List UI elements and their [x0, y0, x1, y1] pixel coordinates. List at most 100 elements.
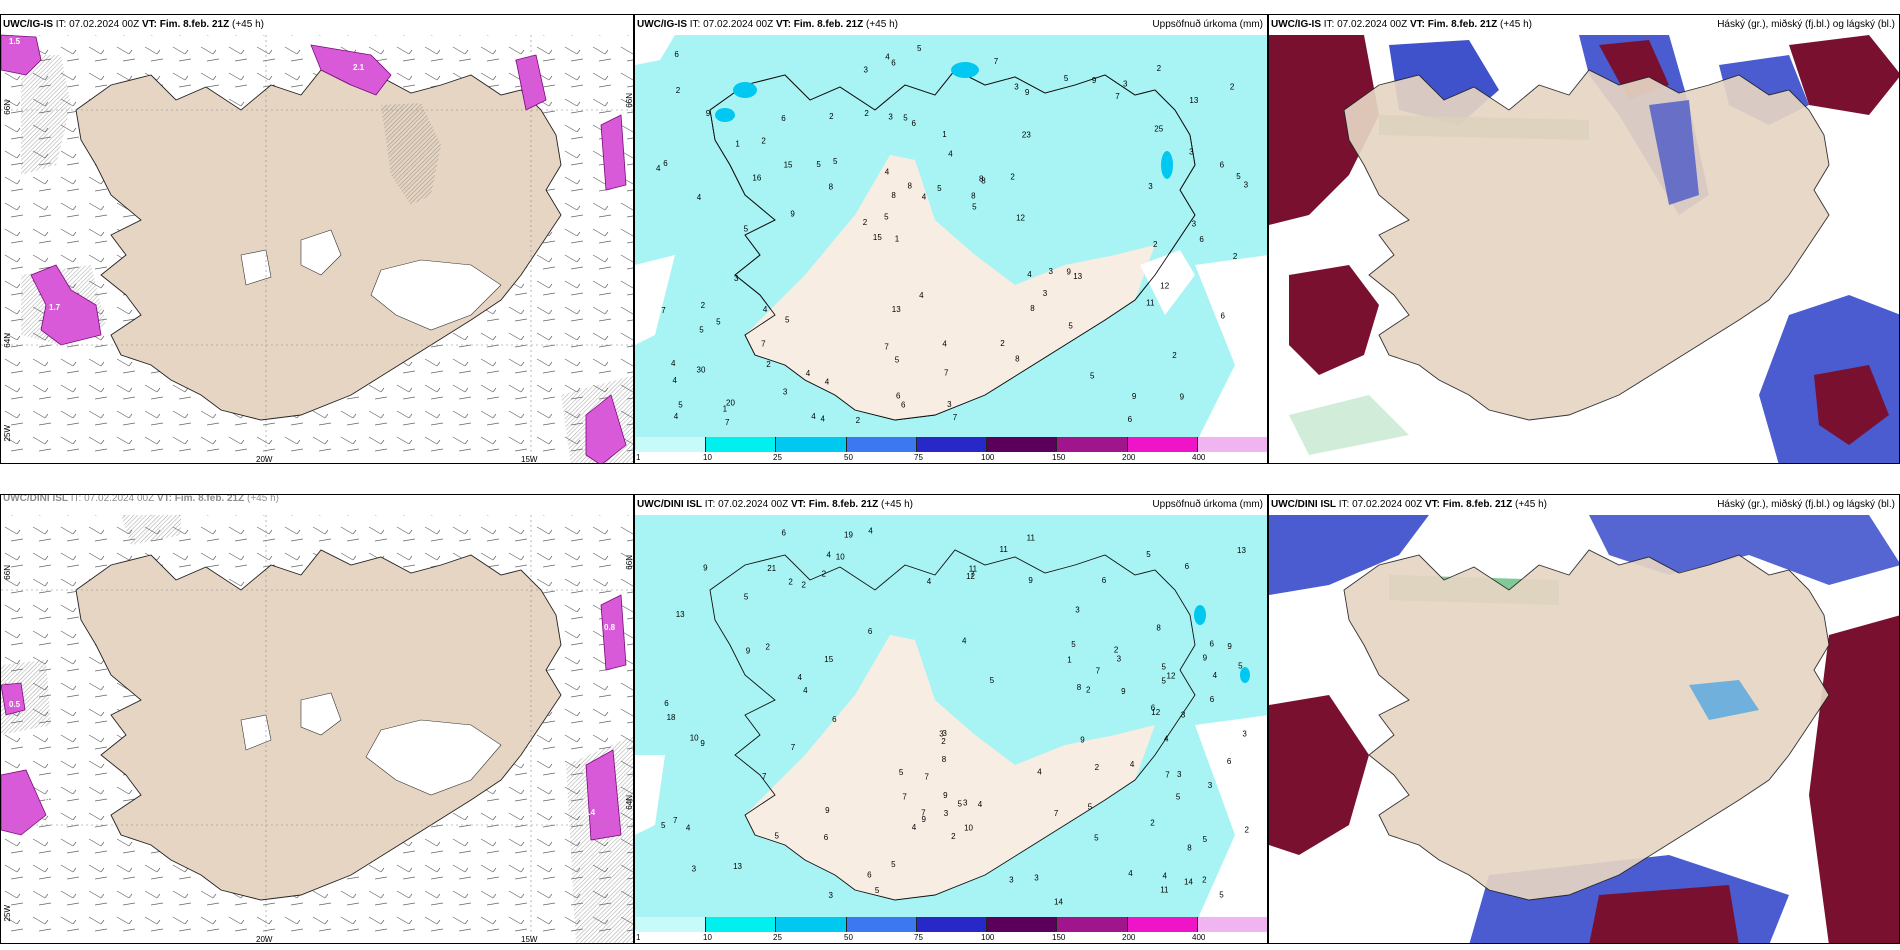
precip-value: 6	[1128, 415, 1133, 424]
it-label: IT:	[1338, 499, 1350, 510]
contour-value: 0.8	[604, 623, 616, 632]
precip-value: 9	[790, 210, 795, 219]
panel-right-title: Háský (gr.), miðský (fj.bl.) og lágský (…	[1717, 499, 1895, 510]
wind-ice-map	[1, 515, 633, 943]
precip-value: 5	[1071, 640, 1076, 649]
precip-value: 2	[1010, 173, 1015, 182]
precip-value: 7	[1115, 92, 1120, 101]
precip-value: 4	[885, 167, 890, 176]
precip-value: 3	[947, 400, 952, 409]
precip-value: 23	[1022, 131, 1031, 140]
precip-value: 4	[912, 823, 917, 832]
vt-label: VT:	[1424, 499, 1440, 510]
colorbar-tick: 400	[1192, 453, 1206, 462]
colorbar-segment	[916, 917, 988, 932]
precip-value: 2	[1114, 646, 1119, 655]
precip-value: 8	[979, 174, 984, 183]
precip-value: 8	[1077, 683, 1082, 692]
precip-value: 10	[690, 734, 699, 743]
precip-value: 5	[775, 832, 780, 841]
precip-value: 7	[1165, 771, 1170, 780]
panel-right-title: Uppsöfnuð úrkoma (mm)	[1152, 499, 1263, 510]
precip-value: 3	[1075, 605, 1080, 614]
vt-value: Fim. 8.feb. 21Z	[159, 19, 230, 30]
precip-value: 12	[1167, 671, 1176, 680]
vt-label: VT:	[1409, 19, 1425, 30]
precip-value: 3	[1189, 148, 1194, 157]
lon-label: 25W	[3, 905, 12, 922]
contour-value: 1.7	[49, 303, 61, 312]
colorbar-tick: 25	[773, 933, 782, 942]
precip-value: 13	[1189, 96, 1198, 105]
contour-value: 0.3	[45, 797, 57, 806]
precip-value: 3	[1242, 730, 1247, 739]
panel-title: UWC/IG-IS IT: 07.02.2024 00Z VT: Fim. 8.…	[637, 19, 898, 30]
precip-value: 9	[1080, 736, 1085, 745]
precip-value: 6	[868, 627, 873, 636]
wind-ice-map	[1, 34, 633, 463]
model-name: UWC/IG-IS	[3, 19, 53, 30]
precip-value: 6	[674, 50, 679, 59]
vt-value: Fim. 8.feb. 21Z	[1442, 499, 1513, 510]
precip-value: 6	[1220, 161, 1225, 170]
precip-value: 8	[942, 755, 947, 764]
model-name: UWC/DINI ISL	[637, 499, 702, 510]
precip-value: 3	[692, 865, 697, 874]
precip-value: 6	[824, 833, 829, 842]
panel-right-title: Uppsöfnuð úrkoma (mm)	[1152, 19, 1263, 30]
precip-value: 11	[969, 564, 978, 573]
precip-value: 7	[1096, 666, 1101, 675]
vt-value: Fim. 8.feb. 21Z	[1427, 19, 1498, 30]
colorbar-tick: 1	[636, 453, 641, 462]
precip-value: 9	[1180, 393, 1185, 402]
precip-value: 4	[811, 412, 816, 421]
precip-value: 25	[1154, 125, 1163, 134]
precip-value: 7	[661, 306, 666, 315]
precip-value: 3	[1177, 770, 1182, 779]
precip-value: 5	[744, 225, 749, 234]
precip-value: 5	[917, 44, 922, 53]
precip-value: 5	[833, 157, 838, 166]
precip-value: 4	[942, 340, 947, 349]
colorbar-segment	[776, 917, 847, 932]
colorbar-segment	[987, 917, 1058, 932]
colorbar-segment	[846, 917, 917, 932]
precip-value: 11	[1027, 534, 1036, 543]
precip-value: 5	[1203, 835, 1208, 844]
precip-value: 4	[978, 800, 983, 809]
colorbar-tick: 400	[1192, 933, 1206, 942]
precip-value: 2	[788, 577, 793, 586]
lat-label: 64N	[625, 795, 634, 810]
precip-value: 4	[922, 193, 927, 202]
precip-value: 4	[1130, 760, 1135, 769]
precip-value: 19	[844, 530, 853, 539]
it-label: IT:	[689, 19, 701, 30]
precip-value: 5	[661, 821, 666, 830]
precip-value: 1	[723, 404, 728, 413]
precip-value: 2	[941, 737, 946, 746]
precip-value: 9	[1132, 392, 1137, 401]
precip-value: 3	[963, 799, 968, 808]
precip-value: 8	[891, 191, 896, 200]
precip-value: 6	[896, 392, 901, 401]
colorbar-segment	[846, 437, 917, 452]
precip-value: 2	[951, 832, 956, 841]
colorbar-segment	[1127, 917, 1198, 932]
precip-value: 10	[964, 823, 973, 832]
precip-value: 4	[927, 577, 932, 586]
lead-time: (+45 h)	[247, 494, 279, 504]
it-value: 07.02.2024 00Z	[703, 19, 774, 30]
lead-time: (+45 h)	[866, 19, 898, 30]
precip-value: 14	[1184, 877, 1193, 886]
it-label: IT:	[1323, 19, 1335, 30]
panel-title: UWC/DINI ISL IT: 07.02.2024 00Z VT: Fim.…	[3, 494, 279, 504]
precip-value: 4	[671, 359, 676, 368]
colorbar-segment	[636, 437, 707, 452]
precip-value: 4	[919, 291, 924, 300]
precip-value: 5	[899, 768, 904, 777]
precip-value: 3	[1208, 781, 1213, 790]
precip-value: 2	[1153, 240, 1158, 249]
precip-value: 8	[971, 192, 976, 201]
precip-value: 5	[990, 676, 995, 685]
precip-value: 16	[752, 174, 761, 183]
